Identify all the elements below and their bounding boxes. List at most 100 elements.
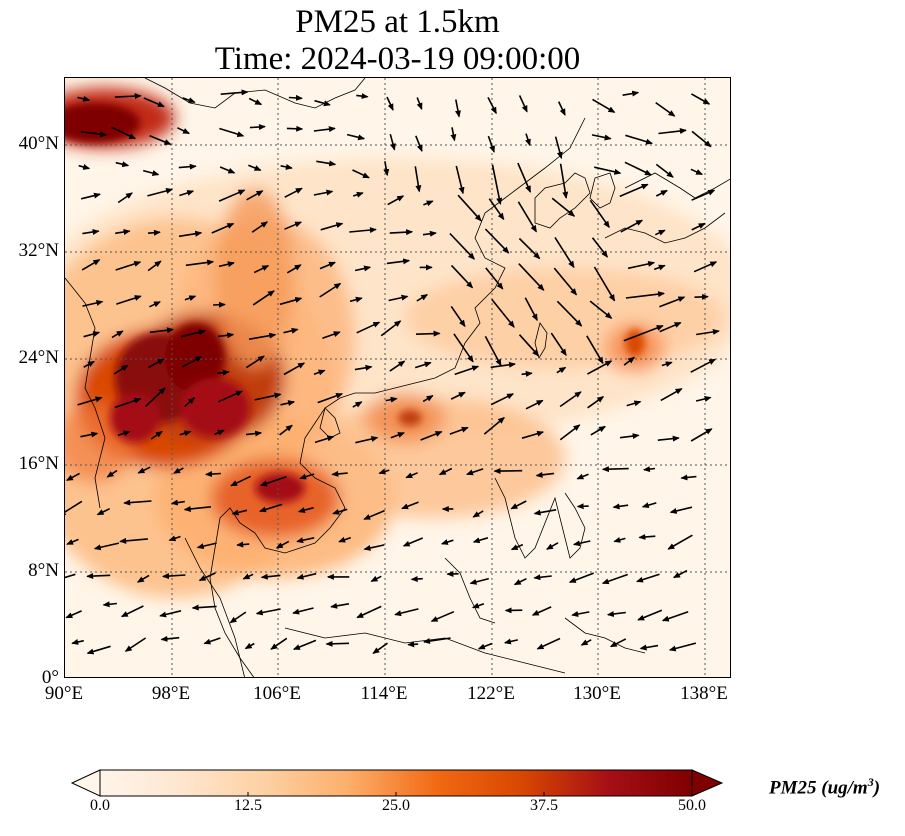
colorbar-tick-label: 50.0 <box>678 797 706 814</box>
wind-arrow <box>296 572 317 580</box>
wind-arrow <box>477 642 493 650</box>
wind-arrow <box>231 509 248 516</box>
wind-arrow <box>591 134 612 141</box>
map-subtitle-time: Time: 2024-03-19 09:00:00 <box>214 41 581 77</box>
wind-arrow <box>639 644 659 651</box>
wind-arrow <box>147 188 174 197</box>
wind-arrow <box>521 430 545 439</box>
wind-arrow <box>601 466 629 473</box>
wind-arrow <box>260 573 281 580</box>
wind-arrow <box>65 573 76 579</box>
wind-arrow <box>655 189 668 197</box>
wind-arrow <box>661 361 673 368</box>
map-canvas <box>65 78 730 677</box>
wind-arrow <box>587 360 613 375</box>
wind-arrow <box>117 192 133 204</box>
wind-arrow <box>111 126 137 140</box>
wind-arrow <box>624 161 652 176</box>
wind-arrow <box>93 542 120 551</box>
wind-arrow <box>115 161 130 168</box>
wind-arrow <box>147 260 162 272</box>
wind-arrow <box>280 400 296 407</box>
wind-arrow <box>363 544 385 551</box>
gridlines <box>65 78 730 677</box>
wind-arrow <box>160 635 180 642</box>
wind-arrow <box>242 573 254 580</box>
wind-arrow <box>472 510 484 518</box>
wind-arrow <box>623 325 664 342</box>
wind-arrow <box>694 293 709 300</box>
colorbar-tick-label: 0.0 <box>90 797 110 814</box>
wind-arrow <box>149 327 174 334</box>
wind-arrow <box>572 540 591 547</box>
wind-arrow <box>438 467 453 476</box>
wind-arrow <box>471 602 485 609</box>
wind-arrow <box>422 395 434 403</box>
wind-arrow <box>320 222 344 231</box>
wind-arrow <box>423 200 434 207</box>
wind-arrow <box>179 430 192 437</box>
wind-arrow <box>284 221 303 230</box>
wind-arrow <box>455 165 465 195</box>
wind-arrow <box>503 638 518 645</box>
wind-arrow <box>485 267 504 290</box>
wind-arrow <box>229 611 247 624</box>
wind-arrow <box>693 261 718 273</box>
wind-arrow <box>623 356 635 366</box>
wind-arrow <box>591 237 608 258</box>
wind-arrow <box>394 608 419 617</box>
wind-arrow <box>559 424 581 441</box>
wind-arrow <box>86 645 111 655</box>
wind-arrow <box>124 637 147 652</box>
wind-arrow <box>536 637 561 650</box>
colorbar-max-extension <box>691 769 724 797</box>
wind-arrow <box>136 574 150 583</box>
wind-arrow <box>116 295 142 305</box>
wind-arrow <box>415 135 423 153</box>
wind-arrow <box>554 236 575 269</box>
wind-arrow <box>331 470 348 477</box>
wind-arrow <box>352 401 363 408</box>
wind-arrow <box>80 130 108 138</box>
wind-arrow <box>653 264 666 271</box>
wind-arrow <box>691 130 712 148</box>
wind-arrow <box>292 639 317 651</box>
wind-arrow <box>322 331 341 340</box>
wind-arrow <box>253 264 270 274</box>
wind-arrow <box>690 358 716 373</box>
wind-arrow <box>457 194 482 222</box>
wind-arrow <box>220 89 249 96</box>
wind-arrow <box>217 369 230 376</box>
wind-arrow <box>77 396 103 406</box>
wind-arrow <box>115 261 142 271</box>
wind-arrow <box>524 297 538 322</box>
lat-tick-label: 32°N <box>18 240 59 261</box>
wind-arrow <box>660 388 683 402</box>
wind-arrow <box>518 237 541 260</box>
wind-arrow <box>531 606 552 616</box>
wind-arrow <box>661 610 689 622</box>
wind-arrow <box>510 543 524 551</box>
wind-arrow <box>601 573 628 585</box>
wind-arrow <box>218 261 235 268</box>
wind-arrow <box>356 321 381 334</box>
wind-arrow <box>286 264 302 274</box>
wind-arrow <box>385 396 398 403</box>
wind-arrow <box>283 362 306 376</box>
wind-arrow <box>378 468 390 475</box>
wind-arrow <box>82 299 104 307</box>
lon-tick-label: 138°E <box>680 683 728 704</box>
wind-arrow <box>553 267 578 296</box>
wind-arrow <box>655 163 674 178</box>
wind-arrow <box>696 328 720 336</box>
wind-arrow <box>83 360 95 368</box>
wind-arrow <box>230 475 252 487</box>
wind-arrow <box>246 190 264 201</box>
wind-arrow <box>576 473 589 480</box>
wind-arrow <box>590 425 606 436</box>
wind-arrow <box>513 577 527 586</box>
wind-arrow <box>314 99 331 107</box>
wind-arrow <box>96 507 111 516</box>
colorbar-tick-label: 25.0 <box>382 797 410 814</box>
wind-arrow <box>80 192 101 200</box>
